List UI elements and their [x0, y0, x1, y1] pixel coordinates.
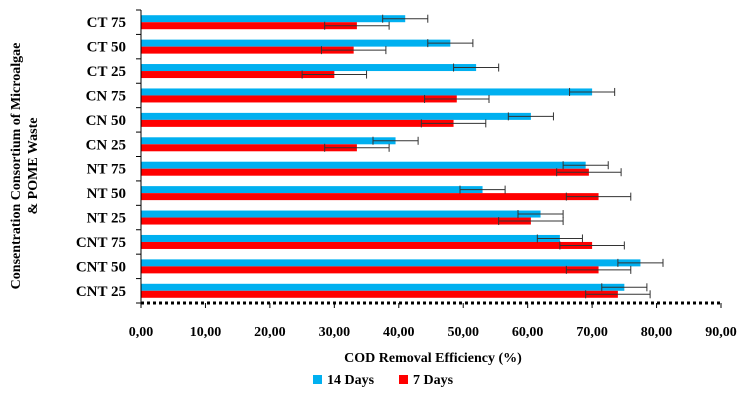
- bar-7-days-cn-50: [141, 119, 454, 127]
- bar-7-days-cn-75: [141, 95, 457, 103]
- bar-14-days-nt-50: [141, 186, 483, 194]
- y-tick-label: CNT 75: [76, 235, 126, 251]
- bar-7-days-nt-25: [141, 217, 531, 225]
- legend-swatch-7-days: [399, 375, 408, 384]
- legend-label-14-days: 14 Days: [327, 373, 375, 388]
- legend-label-7-days: 7 Days: [413, 373, 454, 388]
- bar-14-days-cn-25: [141, 137, 396, 145]
- bar-14-days-cnt-50: [141, 259, 641, 267]
- bar-14-days-cnt-25: [141, 283, 625, 291]
- x-tick-label: 90,00: [705, 325, 737, 340]
- x-tick-label: 30,00: [319, 325, 351, 340]
- axes-layer: [140, 10, 721, 305]
- y-tick-label: CT 25: [87, 64, 126, 80]
- bar-14-days-ct-25: [141, 64, 477, 72]
- x-tick-label: 20,00: [254, 325, 286, 340]
- bar-14-days-nt-75: [141, 161, 586, 169]
- x-tick-label: 40,00: [383, 325, 415, 340]
- bar-7-days-cnt-75: [141, 241, 593, 249]
- bar-7-days-cnt-25: [141, 290, 618, 298]
- y-tick-label: NT 75: [87, 162, 126, 178]
- bar-14-days-cn-75: [141, 88, 593, 96]
- bar-7-days-cn-25: [141, 144, 357, 152]
- x-tick-label: 70,00: [576, 325, 608, 340]
- legend: 14 Days 7 Days: [313, 373, 454, 388]
- bar-7-days-ct-25: [141, 71, 335, 79]
- bar-7-days-nt-75: [141, 168, 589, 176]
- x-tick-label: 10,00: [190, 325, 222, 340]
- y-tick-label: CN 50: [86, 113, 126, 129]
- y-tick-label: CN 75: [86, 88, 126, 104]
- bar-14-days-ct-50: [141, 39, 451, 47]
- bar-7-days-ct-75: [141, 22, 357, 30]
- y-tick-label: CNT 25: [76, 284, 126, 300]
- x-tick-label: 80,00: [641, 325, 673, 340]
- bar-14-days-cnt-75: [141, 234, 560, 242]
- y-tick-label: NT 25: [87, 211, 126, 227]
- y-axis-title: Consentration Consortium of Microalgae & …: [9, 43, 41, 290]
- y-tick-label: NT 50: [87, 186, 126, 202]
- x-axis-title: COD Removal Efficiency (%): [344, 351, 522, 366]
- x-tick-label: 60,00: [512, 325, 544, 340]
- bars-layer: [141, 15, 641, 298]
- y-axis-title-line: Consentration Consortium of Microalgae: [9, 43, 24, 290]
- bar-7-days-ct-50: [141, 46, 354, 54]
- y-tick-label: CN 25: [86, 137, 126, 153]
- bar-7-days-nt-50: [141, 193, 599, 201]
- error-bars-layer: [301, 14, 664, 299]
- bar-14-days-cn-50: [141, 112, 531, 120]
- x-tick-label: 0,00: [129, 325, 154, 340]
- y-tick-label: CT 50: [87, 40, 126, 56]
- y-tick-label: CT 75: [87, 15, 126, 31]
- bar-14-days-ct-75: [141, 15, 406, 23]
- x-tick-label: 50,00: [447, 325, 479, 340]
- bar-7-days-cnt-50: [141, 266, 599, 274]
- legend-swatch-14-days: [313, 375, 322, 384]
- bar-14-days-nt-25: [141, 210, 541, 218]
- y-axis-title-line: & POME Waste: [26, 118, 41, 215]
- y-tick-label: CNT 50: [76, 259, 126, 275]
- ticks-layer: CT 75 CT 50 CT 25 CN 75 CN 50 CN 25 NT 75 NT 50…: [76, 9, 737, 340]
